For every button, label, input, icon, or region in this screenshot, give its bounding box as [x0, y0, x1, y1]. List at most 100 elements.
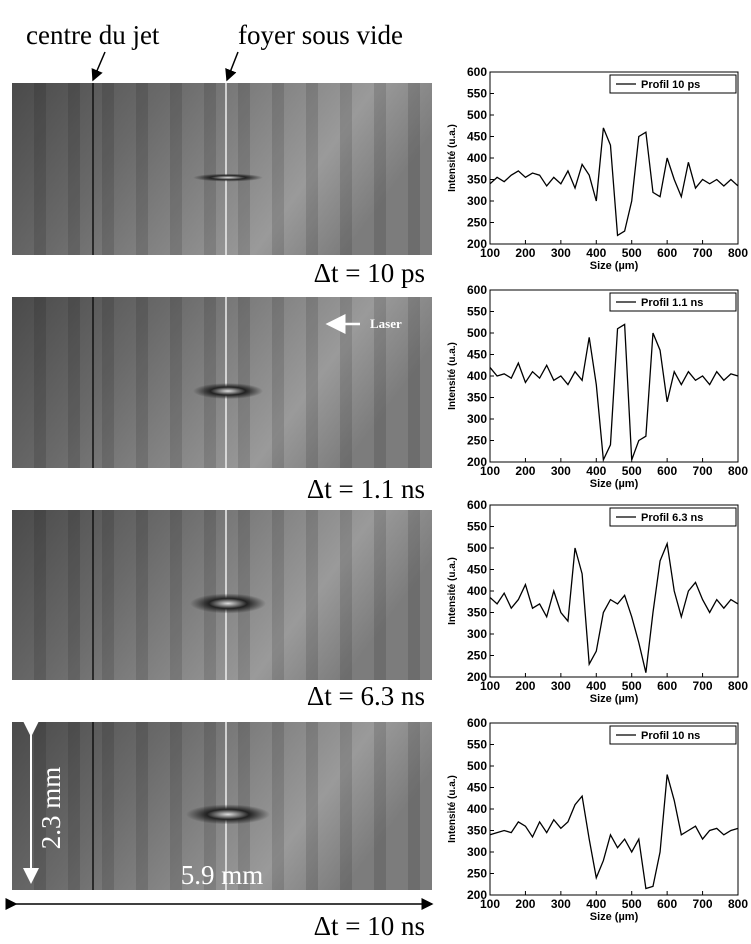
label-jet: centre du jet [26, 20, 160, 50]
x-tick-label: 100 [480, 464, 500, 478]
y-tick-label: 500 [467, 326, 487, 340]
x-tick-label: 500 [622, 897, 642, 911]
plasma [186, 804, 270, 825]
legend-box [609, 725, 737, 745]
plasma [193, 173, 263, 182]
x-tick-label: 300 [551, 897, 571, 911]
x-tick-label: 600 [657, 246, 677, 260]
y-tick-label: 300 [467, 412, 487, 426]
y-tick-label: 300 [467, 194, 487, 208]
y-tick-label: 350 [467, 824, 487, 838]
plasma [193, 383, 263, 400]
label-focus: foyer sous vide [238, 20, 403, 50]
x-tick-label: 600 [657, 897, 677, 911]
y-tick-label: 300 [467, 627, 487, 641]
x-axis-label: Size (µm) [590, 478, 639, 490]
x-tick-label: 700 [693, 679, 713, 693]
y-tick-label: 500 [467, 108, 487, 122]
y-tick-label: 350 [467, 606, 487, 620]
x-tick-label: 600 [657, 679, 677, 693]
line-series [489, 774, 739, 890]
x-tick-label: 100 [480, 897, 500, 911]
y-axis-label: Intensité (u.a.) [447, 557, 458, 625]
x-axis-label: Size (µm) [590, 911, 639, 923]
y-tick-label: 350 [467, 173, 487, 187]
plot-frame [489, 289, 739, 463]
legend-box [609, 74, 737, 94]
line-series [489, 323, 739, 463]
y-tick-label: 550 [467, 305, 487, 319]
x-tick-label: 100 [480, 679, 500, 693]
y-tick-label: 300 [467, 845, 487, 859]
y-tick-label: 250 [467, 649, 487, 663]
plot-frame [489, 722, 739, 896]
y-tick-label: 250 [467, 216, 487, 230]
y-tick-label: 550 [467, 738, 487, 752]
legend-label: Profil 10 ns [641, 730, 700, 742]
y-tick-label: 250 [467, 867, 487, 881]
fringes [12, 83, 432, 255]
arrow [91, 51, 106, 82]
legend-box [609, 507, 737, 527]
x-tick-label: 300 [551, 679, 571, 693]
y-tick-label: 200 [467, 888, 487, 902]
x-tick-label: 100 [480, 246, 500, 260]
x-tick-label: 400 [586, 897, 606, 911]
x-tick-label: 600 [657, 464, 677, 478]
height-label: 2.3 mm [36, 767, 66, 850]
y-tick-label: 450 [467, 781, 487, 795]
x-tick-label: 200 [515, 897, 535, 911]
x-tick-label: 500 [622, 464, 642, 478]
legend-label: Profil 1.1 ns [641, 297, 703, 309]
y-axis-label: Intensité (u.a.) [447, 342, 458, 410]
legend-label: Profil 6.3 ns [641, 512, 703, 524]
arrow [225, 51, 239, 82]
laser-label: Laser [370, 316, 402, 331]
fringes [12, 297, 432, 468]
x-axis-label: Size (µm) [590, 693, 639, 705]
y-tick-label: 400 [467, 802, 487, 816]
delay-label: Δt = 10 ps [314, 258, 425, 288]
y-tick-label: 200 [467, 455, 487, 469]
x-tick-label: 500 [622, 246, 642, 260]
delay-label: Δt = 10 ns [314, 911, 425, 941]
x-tick-label: 800 [728, 464, 748, 478]
x-axis-label: Size (µm) [590, 260, 639, 272]
x-tick-label: 200 [515, 464, 535, 478]
x-tick-label: 300 [551, 464, 571, 478]
width-label: 5.9 mm [181, 860, 264, 890]
x-tick-label: 700 [693, 897, 713, 911]
x-tick-label: 200 [515, 246, 535, 260]
plot-frame [489, 71, 739, 245]
y-tick-label: 600 [467, 498, 487, 512]
x-tick-label: 400 [586, 246, 606, 260]
y-tick-label: 200 [467, 670, 487, 684]
plasma [190, 593, 266, 614]
x-tick-label: 800 [728, 897, 748, 911]
y-tick-label: 200 [467, 237, 487, 251]
y-tick-label: 600 [467, 283, 487, 297]
x-tick-label: 500 [622, 679, 642, 693]
y-axis-label: Intensité (u.a.) [447, 775, 458, 843]
line-series [489, 541, 739, 673]
y-tick-label: 250 [467, 434, 487, 448]
y-tick-label: 400 [467, 151, 487, 165]
x-tick-label: 800 [728, 246, 748, 260]
x-tick-label: 400 [586, 464, 606, 478]
y-tick-label: 400 [467, 369, 487, 383]
x-tick-label: 700 [693, 246, 713, 260]
y-axis-label: Intensité (u.a.) [447, 124, 458, 192]
y-tick-label: 500 [467, 759, 487, 773]
y-tick-label: 550 [467, 87, 487, 101]
y-tick-label: 600 [467, 716, 487, 730]
y-tick-label: 450 [467, 348, 487, 362]
x-tick-label: 300 [551, 246, 571, 260]
line-series [489, 127, 739, 237]
y-tick-label: 350 [467, 391, 487, 405]
y-tick-label: 600 [467, 65, 487, 79]
delay-label: Δt = 6.3 ns [307, 681, 425, 711]
y-tick-label: 450 [467, 130, 487, 144]
y-tick-label: 550 [467, 520, 487, 534]
x-tick-label: 200 [515, 679, 535, 693]
